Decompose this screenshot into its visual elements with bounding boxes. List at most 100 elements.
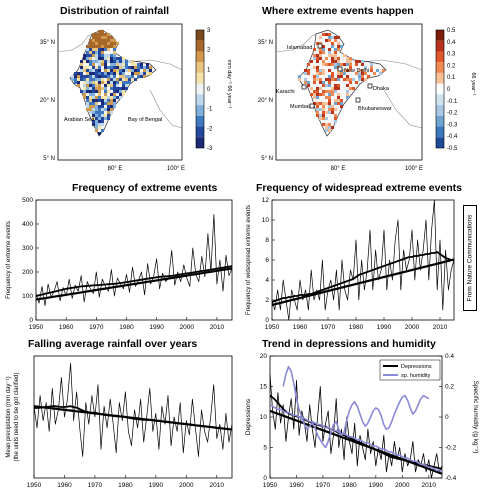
rainfall-cell (107, 48, 110, 51)
rainfall-cell (107, 105, 110, 108)
rainfall-cell (95, 117, 98, 120)
rainfall-cell (107, 33, 110, 36)
rainfall-cell (98, 99, 101, 102)
rainfall-cell (104, 69, 107, 72)
extreme-cell (328, 108, 331, 111)
rainfall-cell (101, 117, 104, 120)
rainfall-cell (131, 66, 134, 69)
extreme-cell (334, 66, 337, 69)
lon-tick-80: 80° E (108, 166, 123, 172)
rainfall-cell (101, 81, 104, 84)
rainfall-cell (86, 51, 89, 54)
rainfall-cell (125, 66, 128, 69)
extreme-cell (322, 93, 325, 96)
rainfall-cell (104, 48, 107, 51)
rainfall-cell (113, 66, 116, 69)
colorbar-tick: 2 (207, 48, 211, 54)
rainfall-cell (92, 123, 95, 126)
extreme-cell (304, 69, 307, 72)
extreme-cell (304, 72, 307, 75)
extreme-cell (322, 108, 325, 111)
extreme-cell (337, 96, 340, 99)
rainfall-cell (80, 75, 83, 78)
rainfall-cell (74, 81, 77, 84)
rainfall-cell (98, 105, 101, 108)
rainfall-cell (119, 90, 122, 93)
extreme-cell (331, 78, 334, 81)
rainfall-cell (83, 87, 86, 90)
extreme-cell (334, 90, 337, 93)
extreme-cell (364, 78, 367, 81)
x-tick-label: 2000 (405, 324, 420, 331)
colorbar-swatch (196, 40, 204, 52)
colorbar-swatch (436, 51, 444, 63)
rainfall-cell (86, 90, 89, 93)
rainfall-cell (119, 57, 122, 60)
rainfall-cell (98, 33, 101, 36)
rainfall-cell (134, 63, 137, 66)
rainfall-cell (113, 81, 116, 84)
rainfall-cell (101, 63, 104, 66)
extreme-cell (358, 78, 361, 81)
extreme-cell (328, 96, 331, 99)
colorbar-swatch (436, 30, 444, 41)
rainfall-cell (104, 84, 107, 87)
colorbar-swatch (436, 62, 444, 73)
y-tick-label: 15 (260, 384, 268, 391)
extreme-cell (316, 93, 319, 96)
extreme-cell (334, 84, 337, 87)
rainfall-cell (98, 81, 101, 84)
rainfall-cell (98, 54, 101, 57)
rainfall-cell (98, 96, 101, 99)
coastline-west (57, 31, 99, 53)
extreme-cell (328, 81, 331, 84)
extreme-cell (325, 126, 328, 129)
series-line-annual (35, 214, 233, 306)
extreme-cell (337, 42, 340, 45)
rainfall-cell (101, 30, 104, 33)
rainfall-cell (116, 60, 119, 63)
rainfall-cell (89, 42, 92, 45)
extreme-cell (304, 81, 307, 84)
rainfall-cell (92, 99, 95, 102)
rainfall-cell (122, 87, 125, 90)
x-tick-label: 2000 (395, 482, 410, 489)
colorbar-tick: -1 (207, 107, 213, 113)
y-right-tick-label: -0.2 (445, 445, 457, 452)
rainfall-cell (119, 69, 122, 72)
extreme-cell (319, 81, 322, 84)
rainfall-cell (110, 102, 113, 105)
colorbar-tick: 0.5 (447, 28, 456, 34)
extreme-cell (340, 75, 343, 78)
rainfall-cell (98, 126, 101, 129)
rainfall-cell (137, 69, 140, 72)
rainfall-cell (107, 78, 110, 81)
rainfall-cell (104, 90, 107, 93)
rainfall-cell (113, 99, 116, 102)
rainfall-cell (146, 72, 149, 75)
rainfall-cell (101, 99, 104, 102)
extreme-cell (334, 114, 337, 117)
rainfall-cell (101, 105, 104, 108)
extreme-cell (319, 114, 322, 117)
extreme-cell (334, 48, 337, 51)
rainfall-cell (134, 69, 137, 72)
extreme-cell (328, 129, 331, 132)
rainfall-cell (149, 72, 152, 75)
rainfall-cell (83, 75, 86, 78)
coastline-east (129, 59, 183, 129)
y-tick-label: 10 (260, 414, 268, 421)
extreme-cell (328, 78, 331, 81)
rainfall-cell (107, 36, 110, 39)
rainfall-cell (83, 54, 86, 57)
rainfall-cell (137, 72, 140, 75)
rainfall-cell (89, 99, 92, 102)
x-tick-label: 2010 (210, 324, 225, 331)
rainfall-cell (89, 111, 92, 114)
rainfall-cell (104, 57, 107, 60)
extreme-cell (334, 78, 337, 81)
rainfall-cell (128, 69, 131, 72)
rainfall-cell (110, 96, 113, 99)
extreme-cell (331, 87, 334, 90)
rainfall-cell (113, 87, 116, 90)
